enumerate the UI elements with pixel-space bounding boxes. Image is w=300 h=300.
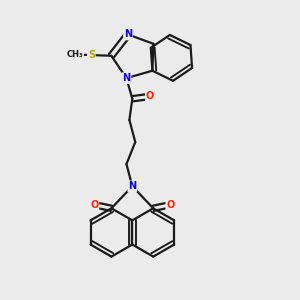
Text: O: O (166, 200, 174, 210)
Text: N: N (128, 181, 136, 191)
Text: O: O (90, 200, 98, 210)
Text: O: O (146, 92, 154, 101)
Text: N: N (124, 29, 132, 40)
Text: S: S (88, 50, 95, 60)
Text: CH₃: CH₃ (67, 50, 83, 59)
Text: N: N (122, 73, 130, 83)
